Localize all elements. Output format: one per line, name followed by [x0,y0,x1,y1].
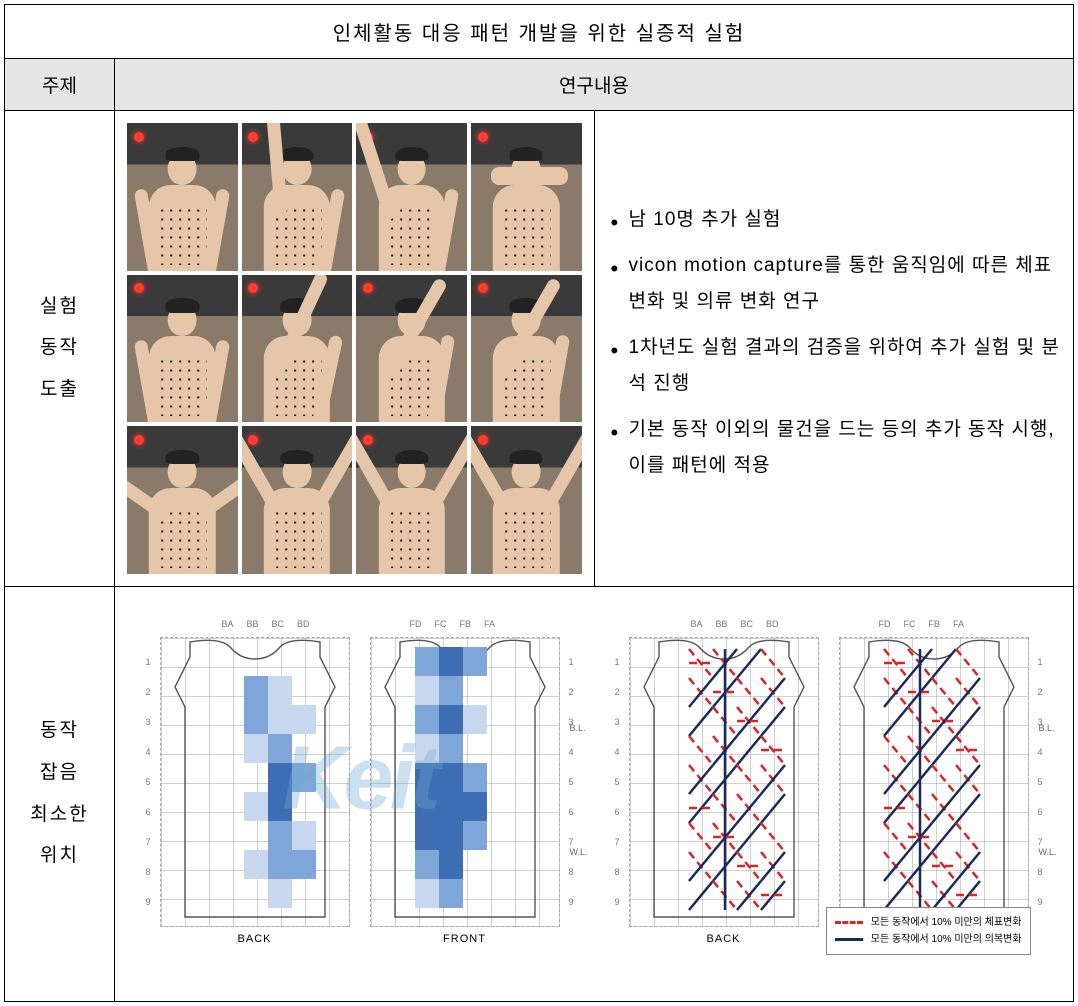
heat-cell [268,705,292,734]
heat-cell [439,792,463,821]
legend-swatch-navy [835,938,863,941]
heat-cell [439,821,463,850]
lines-pair: BABBBCBD123456789 BACK FDFCFBFA123456789… [623,607,1035,951]
heat-cell [268,821,292,850]
legend-text-navy: 모든 동작에서 10% 미만의 의복변화 [871,931,1022,948]
heat-cell [439,879,463,908]
back-caption: BACK [160,933,350,945]
front-caption: FRONT [370,933,560,945]
pose-photo [242,275,353,423]
legend-swatch-red [835,921,863,924]
front-panel-heat: FDFCFBFA123456789 B.L.W.L. FRONT [370,637,560,945]
heat-cell [439,763,463,792]
heat-cell [244,850,268,879]
pose-photo [242,426,353,574]
heat-cell [415,879,439,908]
heat-cell [463,763,487,792]
heat-cell [244,676,268,705]
heat-cell [415,647,439,676]
legend: 모든 동작에서 10% 미만의 체표변화 모든 동작에서 10% 미만의 의복변… [826,907,1031,955]
heat-cell [244,792,268,821]
heat-cell [439,705,463,734]
heat-cell [439,676,463,705]
heat-cell [268,850,292,879]
heat-cell [439,850,463,879]
heat-cell [415,821,439,850]
bullet-item: 남 10명 추가 실험 [607,202,1062,238]
bullet-item: 기본 동작 이외의 물건을 드는 등의 추가 동작 시행, 이를 패턴에 적용 [607,412,1062,484]
heat-cell [415,763,439,792]
header-content: 연구내용 [115,59,1074,111]
pose-photo [471,275,582,423]
row2-label: 동작잡음최소한위치 [5,586,115,1001]
legend-text-red: 모든 동작에서 10% 미만의 체표변화 [871,914,1022,931]
row2-diagram-cell: BABBBCBD123456789 BACK FDFCFBFA123456789… [115,586,1074,1001]
heat-cell [292,850,316,879]
heat-cell [244,705,268,734]
bullet-list: 남 10명 추가 실험 vicon motion capture를 통한 움직임에… [607,202,1062,485]
pose-photo [242,123,353,271]
back-panel-lines: BABBBCBD123456789 BACK [629,637,819,945]
heat-cell [415,676,439,705]
heat-cell [439,647,463,676]
heat-cell [415,850,439,879]
heat-cell [292,821,316,850]
heat-cell [463,792,487,821]
heat-cell [268,734,292,763]
heat-cell [415,705,439,734]
heat-cell [292,763,316,792]
heat-cell [463,705,487,734]
heat-cell [268,763,292,792]
pose-photo [471,426,582,574]
pose-photo [127,426,238,574]
research-table: 인체활동 대응 패턴 개발을 위한 실증적 실험 주제 연구내용 실험동작도출 … [4,4,1074,1002]
heat-cell [463,821,487,850]
pose-photo [356,426,467,574]
bullet-item: 1차년도 실험 결과의 검증을 위하여 추가 실험 및 분석 진행 [607,330,1062,402]
heat-cell [268,792,292,821]
pose-photo-grid [127,123,582,574]
row1-label: 실험동작도출 [5,111,115,587]
row1-bullets-cell: 남 10명 추가 실험 vicon motion capture를 통한 움직임에… [594,111,1074,587]
front-panel-lines: FDFCFBFA123456789 B.L.W.L. FRONT [839,637,1029,945]
heat-cell [415,734,439,763]
heat-cell [463,647,487,676]
heat-cell [268,676,292,705]
pose-photo [127,275,238,423]
heat-cell [292,705,316,734]
change-lines-icon [839,637,1029,927]
table-title: 인체활동 대응 패턴 개발을 위한 실증적 실험 [5,5,1074,59]
header-subject: 주제 [5,59,115,111]
heat-cell [439,734,463,763]
bullet-item: vicon motion capture를 통한 움직임에 따른 체표 변화 및… [607,248,1062,320]
change-lines-icon [629,637,819,927]
back-panel-heat: BABBBCBD123456789 BACK [160,637,350,945]
back-caption-2: BACK [629,933,819,945]
pose-photo [471,123,582,271]
pose-photo [127,123,238,271]
heat-cell [244,734,268,763]
heat-cell [415,792,439,821]
heatmap-pair: BABBBCBD123456789 BACK FDFCFBFA123456789… [154,607,566,951]
heat-cell [268,879,292,908]
pose-photo [356,123,467,271]
pose-photo [356,275,467,423]
row1-photos-cell [115,111,595,587]
